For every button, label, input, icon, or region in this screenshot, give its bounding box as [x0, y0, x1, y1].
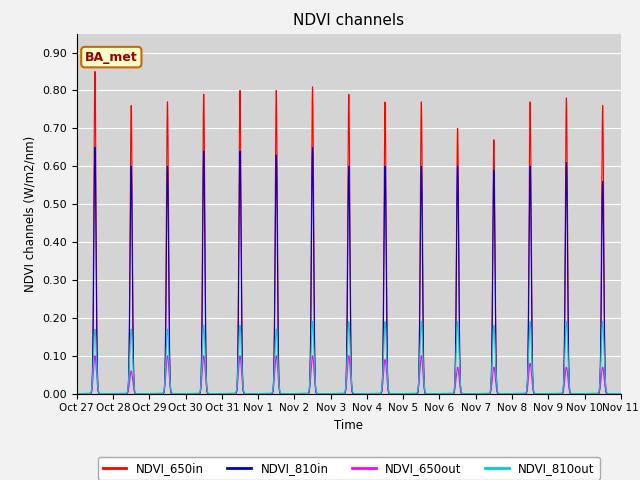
Line: NDVI_810in: NDVI_810in: [77, 147, 621, 394]
NDVI_650out: [189, 391, 197, 396]
NDVI_650out: [184, 391, 191, 396]
Line: NDVI_650out: NDVI_650out: [77, 356, 621, 394]
NDVI_650out: [91, 353, 99, 359]
NDVI_650out: [276, 390, 284, 396]
NDVI_810in: [189, 391, 197, 396]
NDVI_650in: [615, 391, 623, 396]
X-axis label: Time: Time: [334, 419, 364, 432]
NDVI_810out: [615, 391, 623, 396]
NDVI_650out: [617, 391, 625, 396]
NDVI_650in: [189, 391, 197, 396]
NDVI_810in: [617, 391, 625, 396]
NDVI_650out: [73, 391, 81, 396]
NDVI_810in: [615, 391, 623, 396]
NDVI_810out: [424, 391, 431, 396]
NDVI_810out: [501, 391, 509, 396]
NDVI_810in: [184, 391, 191, 396]
NDVI_810out: [617, 391, 625, 396]
Title: NDVI channels: NDVI channels: [293, 13, 404, 28]
Line: NDVI_810out: NDVI_810out: [77, 322, 621, 394]
NDVI_650in: [424, 391, 431, 396]
NDVI_650out: [615, 391, 623, 396]
NDVI_810in: [424, 391, 431, 396]
Y-axis label: NDVI channels (W/m2/nm): NDVI channels (W/m2/nm): [24, 135, 36, 292]
NDVI_650in: [184, 391, 191, 396]
NDVI_650out: [424, 391, 431, 396]
NDVI_650out: [501, 391, 509, 396]
NDVI_650in: [617, 391, 625, 396]
NDVI_810out: [189, 391, 197, 396]
NDVI_810in: [501, 391, 509, 396]
Legend: NDVI_650in, NDVI_810in, NDVI_650out, NDVI_810out: NDVI_650in, NDVI_810in, NDVI_650out, NDV…: [98, 457, 600, 480]
NDVI_650in: [91, 69, 99, 74]
NDVI_650in: [73, 391, 81, 396]
NDVI_810in: [73, 391, 81, 396]
NDVI_650in: [501, 391, 509, 396]
NDVI_810out: [599, 319, 607, 324]
Text: BA_met: BA_met: [85, 50, 138, 63]
NDVI_650in: [276, 391, 284, 396]
NDVI_810in: [91, 144, 99, 150]
Line: NDVI_650in: NDVI_650in: [77, 72, 621, 394]
NDVI_810out: [73, 391, 81, 396]
NDVI_810in: [276, 391, 284, 396]
NDVI_810out: [276, 390, 284, 396]
NDVI_810out: [184, 391, 191, 396]
